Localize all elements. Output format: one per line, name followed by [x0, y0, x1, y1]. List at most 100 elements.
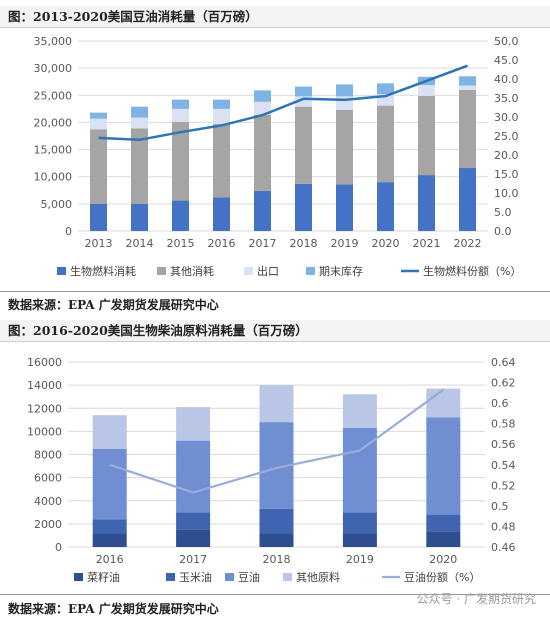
share-line [109, 388, 444, 494]
bar-segment-菜籽油 [92, 533, 127, 547]
y-left-tick-label: 15,000 [34, 144, 73, 157]
bar-segment-生物燃料消耗 [377, 182, 394, 231]
y-right-tick-label: 30.0 [494, 111, 519, 124]
x-tick-label: 2018 [263, 553, 291, 566]
y-right-tick-label: 0.56 [491, 438, 516, 451]
y-left-tick-label: 8000 [34, 449, 62, 462]
legend-swatch [283, 573, 292, 581]
bar-segment-其他原料 [176, 407, 211, 441]
y-left-tick-label: 0 [65, 225, 72, 238]
x-tick-label: 2016 [96, 553, 124, 566]
x-tick-label: 2014 [126, 237, 154, 250]
y-right-tick-label: 45.0 [494, 54, 519, 67]
y-right-tick-label: 40.0 [494, 73, 519, 86]
share-line [98, 64, 468, 142]
bar-segment-玉米油 [92, 519, 127, 534]
bar-segment-其他原料 [259, 385, 294, 423]
chart1-title: 图：2013-2020美国豆油消耗量（百万磅） [0, 6, 550, 28]
legend-label: 其他原料 [296, 570, 340, 584]
bar-segment-出口 [377, 94, 394, 106]
legend-swatch [244, 267, 253, 275]
bar-segment-期末库存 [172, 99, 189, 109]
bar-segment-生物燃料消耗 [254, 190, 271, 231]
y-right-tick-label: 0.64 [491, 356, 516, 369]
y-right-tick-label: 25.0 [494, 130, 519, 143]
bar-segment-生物燃料消耗 [172, 200, 189, 231]
legend-label: 生物燃料份额（%） [423, 264, 521, 278]
bar-segment-期末库存 [459, 76, 476, 86]
bar-segment-期末库存 [254, 90, 271, 102]
chart2-source: 数据来源：EPA 广发期货发展研究中心 [8, 602, 219, 616]
bar-segment-其他消耗 [377, 105, 394, 183]
chart2-divider [0, 594, 550, 595]
bar-segment-生物燃料消耗 [336, 184, 353, 231]
bar-segment-菜籽油 [426, 531, 461, 547]
bar-segment-出口 [459, 85, 476, 90]
y-left-tick-label: 2000 [34, 518, 62, 531]
legend-swatch [306, 267, 315, 275]
bar-segment-豆油 [92, 448, 127, 520]
y-left-tick-label: 6000 [34, 472, 62, 485]
bar-segment-生物燃料消耗 [213, 197, 230, 231]
bar-segment-菜籽油 [259, 533, 294, 547]
legend-label: 菜籽油 [87, 570, 120, 584]
bar-segment-期末库存 [377, 83, 394, 95]
y-left-tick-label: 10000 [27, 425, 62, 438]
bar-segment-生物燃料消耗 [131, 203, 148, 231]
y-left-tick-label: 0 [55, 541, 62, 554]
bar-segment-其他消耗 [254, 114, 271, 191]
x-tick-label: 2017 [179, 553, 207, 566]
bar-segment-出口 [295, 96, 312, 107]
bar-segment-出口 [131, 117, 148, 129]
legend-label: 期末库存 [319, 264, 363, 278]
bar-segment-其他消耗 [213, 124, 230, 198]
y-right-tick-label: 0.5 [491, 500, 509, 513]
bar-segment-期末库存 [131, 106, 148, 118]
x-tick-label: 2018 [290, 237, 318, 250]
chart1: 0 5,000 10,000 15,000 20,000 25,000 30,000 35,0… [34, 35, 522, 278]
bar-segment-其他原料 [92, 415, 127, 449]
y-right-tick-label: 0.6 [491, 397, 509, 410]
bar-segment-其他消耗 [90, 129, 107, 204]
legend-label: 生物燃料消耗 [70, 264, 136, 278]
y-right-tick-label: 0.0 [494, 225, 512, 238]
chart2: 0 2000 4000 6000 8000 10000 12000 14000 16000 0.4… [27, 356, 516, 584]
bar-segment-期末库存 [295, 86, 312, 97]
y-right-tick-label: 0.62 [491, 377, 516, 390]
x-tick-label: 2022 [454, 237, 482, 250]
y-left-tick-label: 30,000 [34, 62, 73, 75]
legend-label: 豆油 [238, 570, 260, 584]
bar-segment-玉米油 [176, 512, 211, 530]
bar-segment-出口 [254, 101, 271, 115]
x-tick-label: 2019 [331, 237, 359, 250]
legend-swatch [166, 573, 175, 581]
x-tick-label: 2017 [249, 237, 277, 250]
legend-label: 玉米油 [179, 570, 212, 584]
y-left-tick-label: 16000 [27, 356, 62, 369]
y-right-tick-label: 20.0 [494, 149, 519, 162]
x-tick-label: 2020 [429, 553, 457, 566]
y-right-tick-label: 0.48 [491, 520, 516, 533]
bar-segment-其他消耗 [131, 128, 148, 204]
bar-segment-生物燃料消耗 [295, 183, 312, 231]
legend-label: 其他消耗 [170, 264, 214, 278]
x-tick-label: 2013 [85, 237, 113, 250]
x-tick-label: 2019 [346, 553, 374, 566]
bar-segment-出口 [172, 108, 189, 122]
y-left-tick-label: 35,000 [34, 35, 73, 48]
y-left-tick-label: 20,000 [34, 116, 73, 129]
legend-swatch [74, 573, 83, 581]
bar-segment-豆油 [176, 440, 211, 513]
chart2-title: 图：2016-2020美国生物柴油原料消耗量（百万磅） [0, 320, 550, 342]
bar-segment-其他消耗 [418, 95, 435, 176]
y-right-tick-label: 10.0 [494, 187, 519, 200]
bar-segment-玉米油 [259, 508, 294, 534]
x-tick-label: 2021 [413, 237, 441, 250]
y-left-tick-label: 5,000 [41, 198, 73, 211]
bar-segment-菜籽油 [342, 533, 377, 547]
chart1-divider [0, 291, 550, 292]
y-left-tick-label: 14000 [27, 379, 62, 392]
bar-segment-出口 [90, 118, 107, 130]
y-right-tick-label: 35.0 [494, 92, 519, 105]
bar-segment-其他消耗 [459, 89, 476, 169]
